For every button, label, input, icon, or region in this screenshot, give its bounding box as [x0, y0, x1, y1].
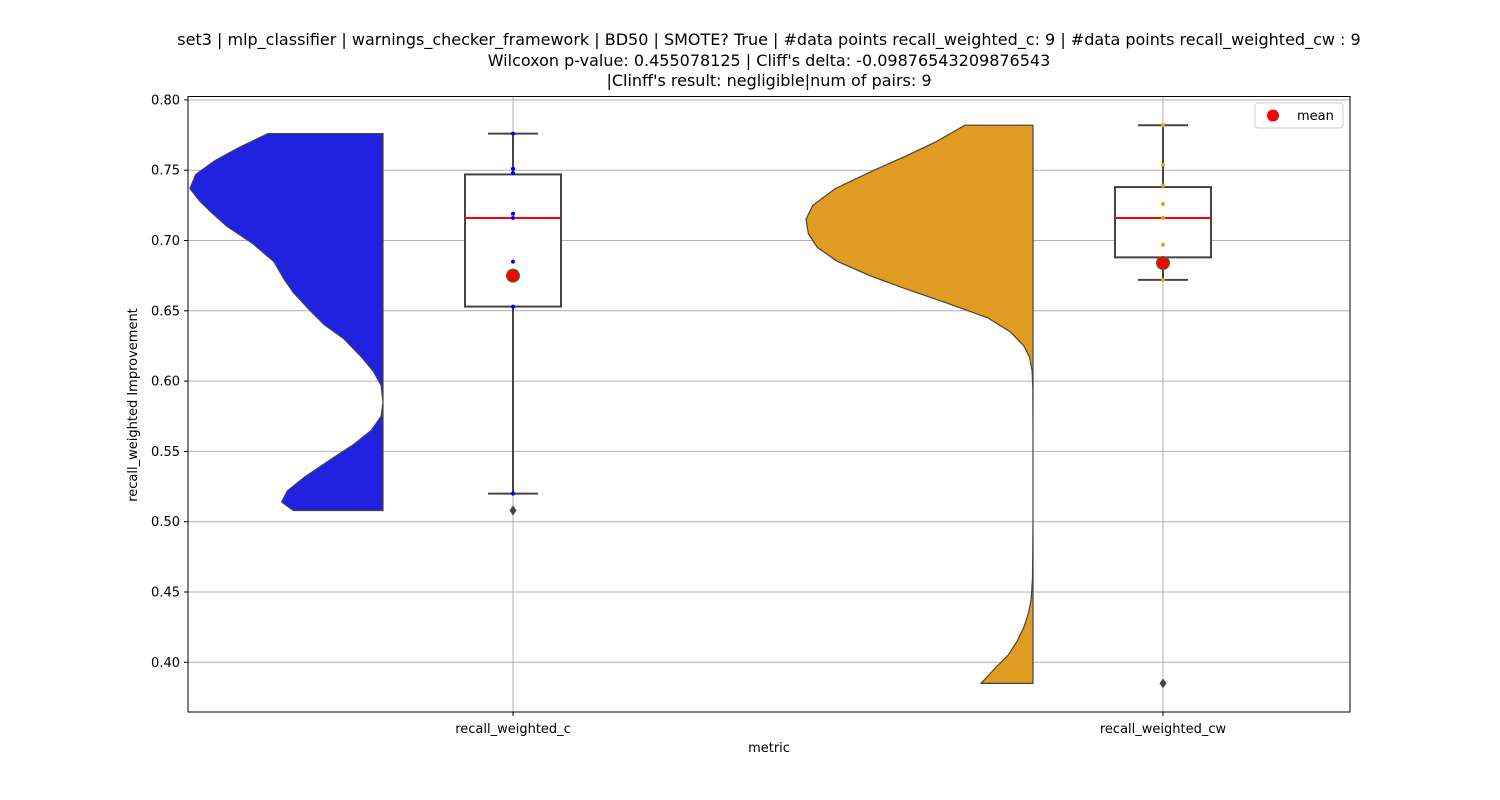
y-axis-label: recall_weighted Improvement: [126, 308, 141, 502]
x-axis-label: metric: [748, 741, 790, 756]
legend-mean-label: mean: [1297, 109, 1334, 124]
data-point: [511, 260, 515, 264]
data-point: [1161, 278, 1165, 282]
data-point: [511, 216, 515, 220]
data-point: [511, 171, 515, 175]
mean-marker: [1157, 256, 1170, 269]
mean-marker: [507, 269, 520, 282]
x-tick-label: recall_weighted_c: [455, 722, 571, 737]
data-point: [511, 492, 515, 496]
y-tick-label: 0.40: [151, 656, 180, 671]
data-point: [1161, 123, 1165, 127]
data-point: [511, 305, 515, 309]
data-point: [511, 167, 515, 171]
data-point: [511, 132, 515, 136]
data-point: [1161, 216, 1165, 220]
violin-recall_weighted_cw: [806, 125, 1033, 683]
legend: mean: [1255, 103, 1343, 128]
y-tick-label: 0.65: [151, 304, 180, 319]
box-iqr: [1115, 187, 1211, 257]
y-tick-label: 0.45: [151, 586, 180, 601]
outlier-marker: [510, 505, 517, 515]
data-point: [1161, 243, 1165, 247]
data-point: [511, 212, 515, 216]
y-tick-label: 0.50: [151, 515, 180, 530]
y-tick-label: 0.70: [151, 234, 180, 249]
data-point: [1161, 184, 1165, 188]
y-tick-label: 0.80: [151, 93, 180, 108]
y-tick-label: 0.75: [151, 164, 180, 179]
legend-mean-marker: [1267, 110, 1279, 122]
y-tick-label: 0.60: [151, 375, 180, 390]
violin-recall_weighted_c: [190, 134, 383, 511]
data-point: [1161, 163, 1165, 167]
outlier-marker: [1160, 678, 1167, 688]
box-layer: [465, 125, 1211, 493]
violin-layer: [190, 125, 1033, 683]
box-iqr: [465, 174, 561, 306]
data-point: [1161, 202, 1165, 206]
y-tick-label: 0.55: [151, 445, 180, 460]
x-tick-label: recall_weighted_cw: [1100, 722, 1227, 737]
